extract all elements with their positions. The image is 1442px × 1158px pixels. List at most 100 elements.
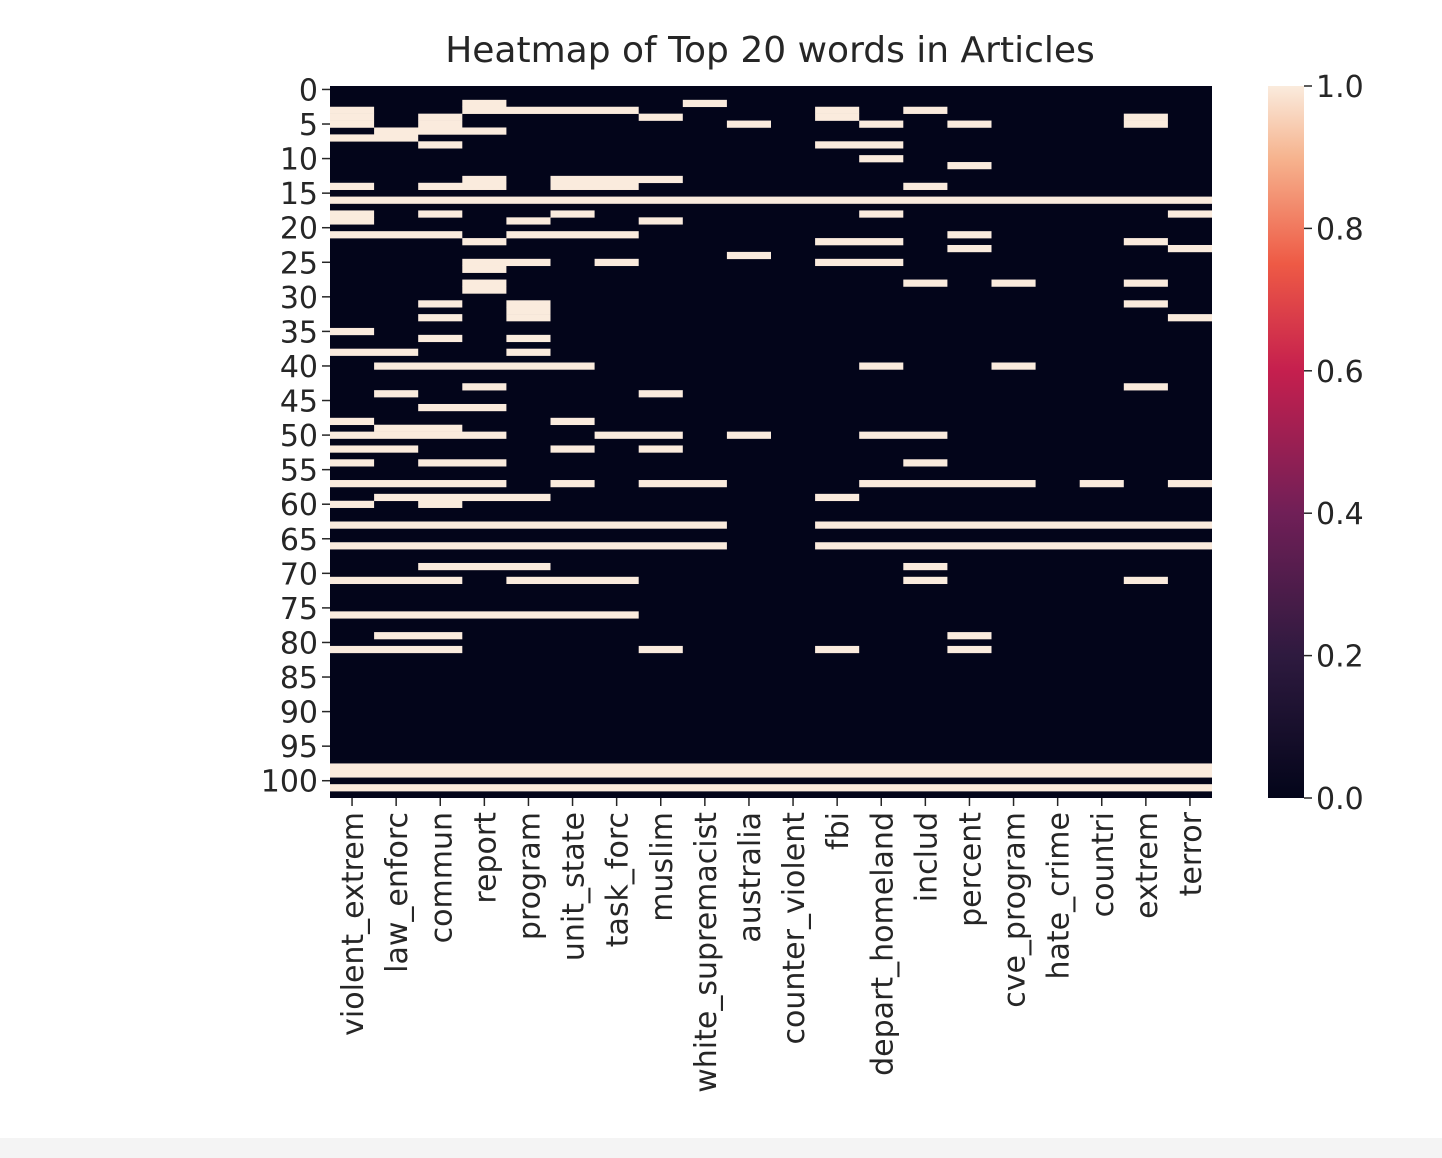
y-axis: 0510152025303540455055606570758085909510… (261, 73, 330, 800)
heatmap-cell-run (550, 182, 639, 190)
heatmap-cell-run (859, 480, 1036, 488)
heatmap-cell-run (462, 286, 507, 294)
x-tick-label: percent (953, 812, 988, 927)
y-tick-label: 45 (280, 385, 318, 420)
heatmap-cell-run (1167, 210, 1212, 218)
heatmap-cell-run (506, 576, 639, 585)
heatmap-cell-run (462, 238, 507, 246)
y-tick-label: 100 (261, 765, 318, 800)
x-tick-label: unit_state (557, 812, 592, 961)
heatmap-cell-run (418, 314, 463, 322)
heatmap-cell-run (330, 106, 375, 114)
heatmap-cell-run (330, 113, 375, 121)
heatmap-cell-run (506, 314, 551, 322)
y-tick-label: 70 (280, 557, 318, 592)
heatmap-cell-run (506, 231, 639, 239)
heatmap-cell-run (374, 390, 419, 398)
x-tick-label: includ (909, 812, 944, 902)
heatmap-cell-run (815, 258, 904, 267)
x-tick-label: fbi (821, 812, 856, 850)
heatmap-cell-run (550, 480, 595, 488)
heatmap-cell-run (330, 134, 419, 142)
heatmap-cell-run (462, 258, 551, 267)
y-tick-label: 55 (280, 454, 318, 489)
heatmap-cell-run (418, 141, 463, 149)
heatmap-cell-run (330, 500, 375, 508)
heatmap-cell-run (903, 562, 948, 571)
y-tick-label: 0 (299, 73, 318, 108)
heatmap-cell-run (815, 493, 860, 502)
x-axis: violent_extrem law_enforc commun report prog… (336, 798, 1209, 1093)
colorbar-tick-label: 0.4 (1316, 497, 1364, 532)
heatmap-cell-run (506, 348, 551, 356)
heatmap-cell-run (815, 141, 904, 149)
heatmap-cell-run (1123, 300, 1168, 308)
heatmap-cell-run (418, 459, 507, 467)
heatmap-cell-run (374, 632, 463, 640)
heatmap-cell-run (418, 113, 463, 121)
heatmap-cell-run (462, 99, 507, 108)
notebook-output-footer (0, 1138, 1442, 1158)
heatmap-cell-run (374, 493, 551, 502)
heatmap-cell-run (638, 645, 683, 654)
heatmap-cell-run (682, 99, 727, 108)
heatmap-cell-run (374, 127, 507, 135)
heatmap-cell-run (1123, 383, 1168, 391)
heatmap-cell-run (374, 362, 595, 370)
y-tick-label: 10 (280, 143, 318, 178)
x-tick-label: violent_extrem (336, 812, 371, 1036)
heatmap-cell-run (330, 445, 419, 453)
heatmap-cell-run (418, 500, 463, 508)
heatmap-cell-run (550, 210, 595, 218)
heatmap-cell-run (1167, 244, 1212, 253)
heatmap-cell-run (418, 562, 551, 571)
y-tick-label: 20 (280, 212, 318, 247)
heatmap-cell-run (947, 231, 992, 239)
heatmap-cell-run (1167, 314, 1212, 322)
x-tick-label: terror (1174, 811, 1209, 896)
heatmap-cell-run (903, 576, 948, 585)
heatmap-cell-run (330, 645, 463, 654)
heatmap-cell-run (815, 521, 1212, 529)
heatmap-cell-run (947, 120, 992, 128)
heatmap-cell-run (594, 431, 683, 439)
colorbar: 0.0 0.2 0.4 0.6 0.8 1.0 (1268, 70, 1364, 817)
heatmap-cell-run (506, 217, 551, 225)
heatmap-cell-run (1123, 576, 1168, 585)
x-tick-label: cve_program (998, 812, 1033, 1008)
y-tick-label: 85 (280, 661, 318, 696)
heatmap-cell-run (330, 521, 727, 529)
heatmap-cell-run (374, 424, 463, 432)
y-tick-label: 80 (280, 626, 318, 661)
x-tick-label: depart_homeland (865, 812, 900, 1076)
heatmap-cell-run (1123, 120, 1168, 128)
heatmap-cell-run (991, 362, 1036, 370)
heatmap-cell-run (330, 763, 1212, 771)
heatmap-cell-run (947, 645, 992, 654)
heatmap-cell-run (859, 362, 904, 370)
heatmap-cell-run (1167, 480, 1212, 488)
heatmap-cell-run (462, 279, 507, 287)
heatmap-background (330, 86, 1212, 798)
x-tick-label: extrem (1130, 812, 1165, 919)
heatmap-cell-run (462, 383, 507, 391)
heatmap-cell-run (859, 155, 904, 163)
heatmap-cell-run (330, 417, 375, 426)
x-tick-label: australia (733, 812, 768, 943)
heatmap-cell-run (947, 244, 992, 253)
x-tick-label: counter_violent (777, 812, 812, 1045)
heatmap-cell-run (550, 175, 683, 184)
heatmap-cell-run (330, 182, 375, 190)
heatmap-cell-run (330, 542, 727, 550)
x-tick-label: countri (1086, 812, 1121, 917)
y-tick-label: 35 (280, 315, 318, 350)
heatmap-cell-run (506, 307, 551, 315)
y-tick-label: 50 (280, 419, 318, 454)
heatmap-cell-run (594, 258, 639, 267)
chart-title: Heatmap of Top 20 words in Articles (445, 30, 1095, 71)
heatmap-cell-run (330, 459, 375, 467)
heatmap-cell-run (638, 445, 683, 453)
colorbar-tick-label: 0.2 (1316, 640, 1364, 675)
heatmap-cell-run (418, 334, 463, 343)
heatmap-cell-run (991, 279, 1036, 287)
